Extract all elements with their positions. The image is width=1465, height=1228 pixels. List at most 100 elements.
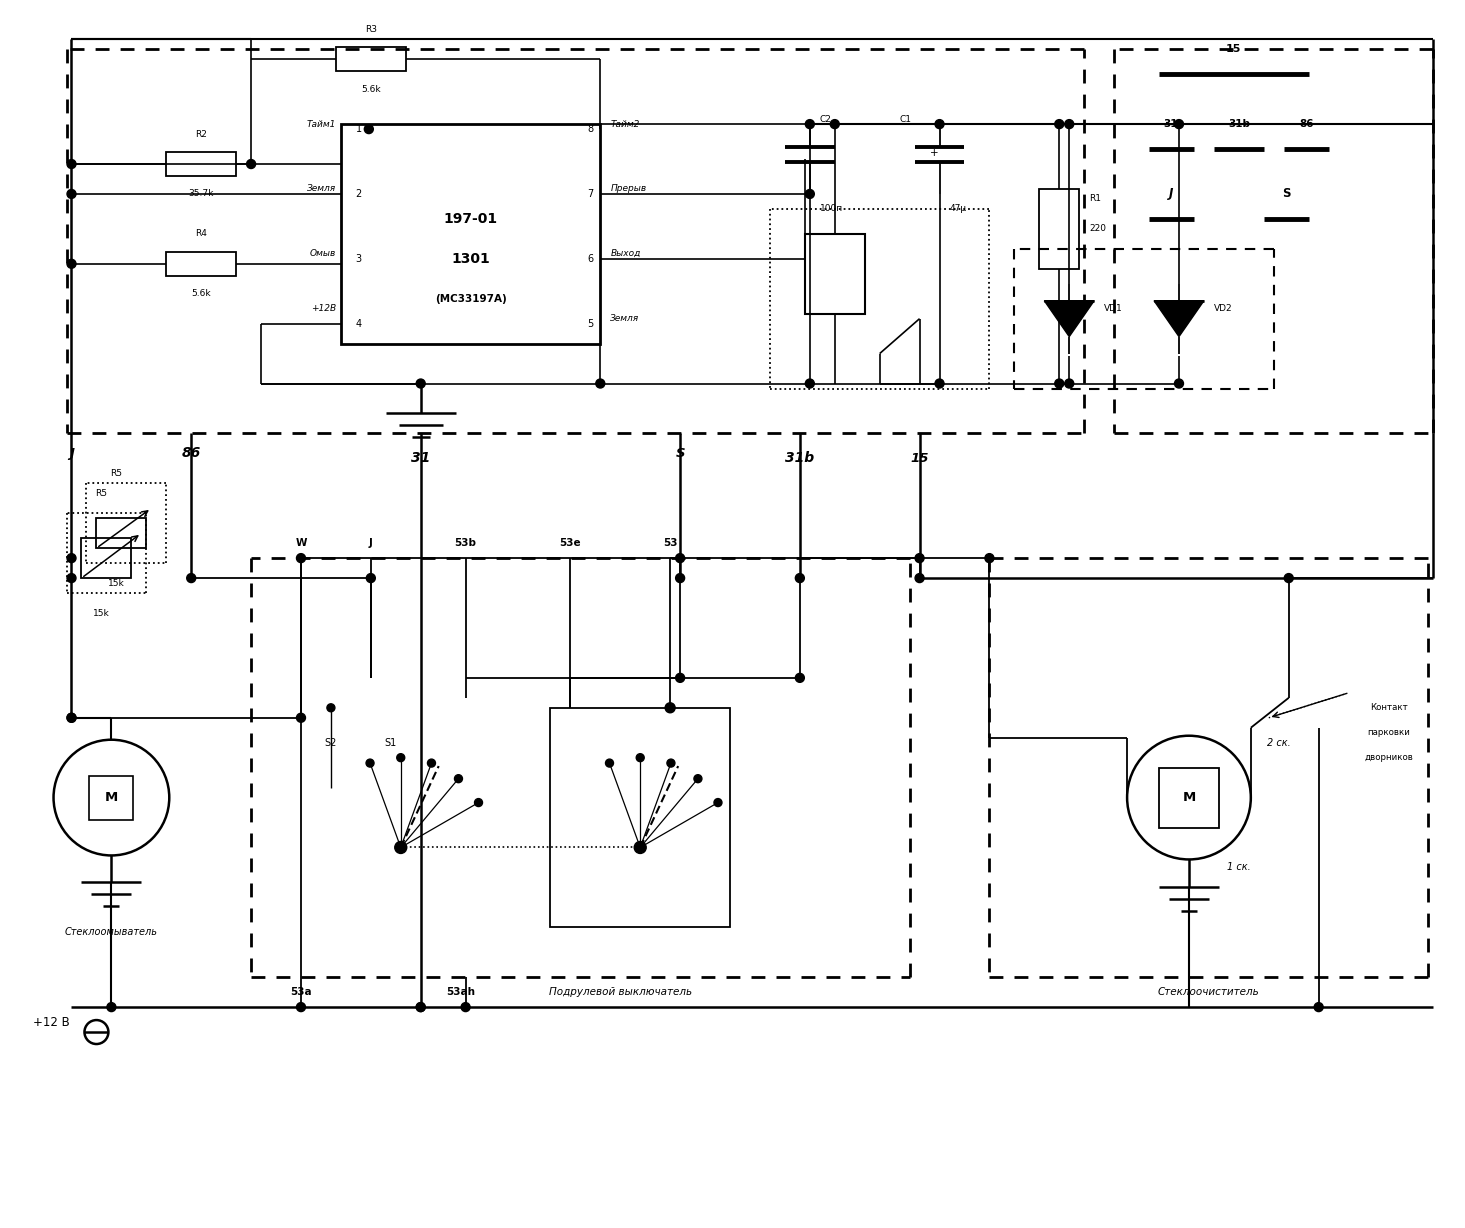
Text: 35.7k: 35.7k	[189, 189, 214, 199]
Text: S: S	[675, 447, 684, 459]
Text: М: М	[1182, 791, 1195, 804]
Circle shape	[454, 775, 463, 782]
Text: Стеклоомыватель: Стеклоомыватель	[64, 927, 158, 937]
Text: R4: R4	[195, 230, 207, 238]
Text: 1301: 1301	[451, 252, 489, 265]
Circle shape	[67, 713, 76, 722]
Circle shape	[475, 798, 482, 807]
Bar	[97, 518, 146, 548]
Circle shape	[428, 759, 435, 768]
Text: Омыв: Омыв	[309, 249, 335, 258]
Text: S: S	[1282, 188, 1291, 200]
Bar	[82, 538, 132, 578]
Bar	[1159, 768, 1219, 828]
Text: Тайм2: Тайм2	[611, 119, 640, 129]
Text: 86: 86	[182, 446, 201, 460]
Text: М: М	[105, 791, 119, 804]
Bar	[335, 48, 406, 71]
Text: 100п: 100п	[820, 204, 842, 214]
Text: C2: C2	[820, 114, 832, 124]
Circle shape	[634, 841, 646, 853]
Text: 6: 6	[587, 254, 593, 264]
Text: Контакт: Контакт	[1370, 704, 1408, 712]
Circle shape	[1065, 119, 1074, 129]
Text: +: +	[930, 149, 938, 158]
Circle shape	[67, 259, 76, 268]
Polygon shape	[1154, 301, 1204, 336]
Circle shape	[416, 1002, 425, 1012]
Text: 31b: 31b	[1228, 119, 1250, 129]
Circle shape	[186, 573, 196, 582]
Circle shape	[67, 713, 76, 722]
Text: Стеклоочиститель: Стеклоочиститель	[1157, 987, 1260, 997]
Circle shape	[795, 673, 804, 683]
Bar	[89, 776, 133, 819]
Text: (МС33197А): (МС33197А)	[435, 293, 507, 303]
Circle shape	[605, 759, 614, 768]
Text: C1: C1	[900, 114, 911, 124]
Text: J: J	[1169, 188, 1173, 200]
Text: S2: S2	[325, 738, 337, 748]
Circle shape	[296, 554, 306, 562]
Text: 5.6k: 5.6k	[360, 85, 381, 93]
Circle shape	[665, 702, 675, 712]
Circle shape	[806, 379, 815, 388]
Text: Подрулевой выключатель: Подрулевой выключатель	[549, 987, 691, 997]
Text: J: J	[369, 538, 372, 548]
Text: 15: 15	[910, 452, 929, 465]
Text: 53ah: 53ah	[447, 987, 475, 997]
Circle shape	[246, 160, 255, 168]
Circle shape	[366, 573, 375, 582]
Text: 1: 1	[356, 124, 362, 134]
Text: 15k: 15k	[108, 578, 125, 587]
Text: 15: 15	[1226, 44, 1241, 54]
Text: 5: 5	[587, 318, 593, 329]
Circle shape	[365, 124, 374, 134]
Bar	[167, 152, 236, 176]
Text: +12 В: +12 В	[34, 1016, 70, 1029]
Circle shape	[1285, 573, 1294, 582]
Circle shape	[596, 379, 605, 388]
Text: 47μ: 47μ	[949, 204, 967, 214]
Circle shape	[713, 798, 722, 807]
Text: Прерыв: Прерыв	[611, 184, 646, 194]
Circle shape	[935, 119, 943, 129]
Text: 53a: 53a	[290, 987, 312, 997]
Circle shape	[916, 573, 924, 582]
Polygon shape	[1045, 301, 1094, 336]
Circle shape	[667, 759, 675, 768]
Circle shape	[675, 554, 684, 562]
Bar	[341, 124, 601, 344]
Circle shape	[67, 554, 76, 562]
Text: 3: 3	[356, 254, 362, 264]
Circle shape	[636, 754, 645, 761]
Text: 31b: 31b	[785, 452, 815, 465]
Circle shape	[461, 1002, 470, 1012]
Text: R1: R1	[1088, 194, 1102, 204]
Text: 1 ск.: 1 ск.	[1228, 862, 1251, 872]
Text: 15k: 15k	[94, 609, 110, 618]
Circle shape	[795, 573, 804, 582]
Circle shape	[694, 775, 702, 782]
Circle shape	[394, 841, 407, 853]
Circle shape	[416, 379, 425, 388]
Text: VD1: VD1	[1105, 305, 1122, 313]
Text: S1: S1	[385, 738, 397, 748]
Circle shape	[107, 1002, 116, 1012]
Text: 31: 31	[412, 452, 431, 465]
Text: 220: 220	[1088, 225, 1106, 233]
Text: 53b: 53b	[454, 538, 476, 548]
Circle shape	[67, 160, 76, 168]
Circle shape	[397, 754, 404, 761]
Text: Тайм1: Тайм1	[306, 119, 335, 129]
Circle shape	[806, 119, 815, 129]
Text: R5: R5	[110, 469, 123, 478]
Text: R5: R5	[95, 489, 107, 497]
Text: Земля: Земля	[611, 314, 639, 323]
Circle shape	[366, 759, 374, 768]
Circle shape	[1055, 379, 1064, 388]
Circle shape	[984, 554, 993, 562]
Circle shape	[1175, 119, 1184, 129]
Text: 5.6k: 5.6k	[192, 290, 211, 298]
Text: Выход: Выход	[611, 249, 640, 258]
